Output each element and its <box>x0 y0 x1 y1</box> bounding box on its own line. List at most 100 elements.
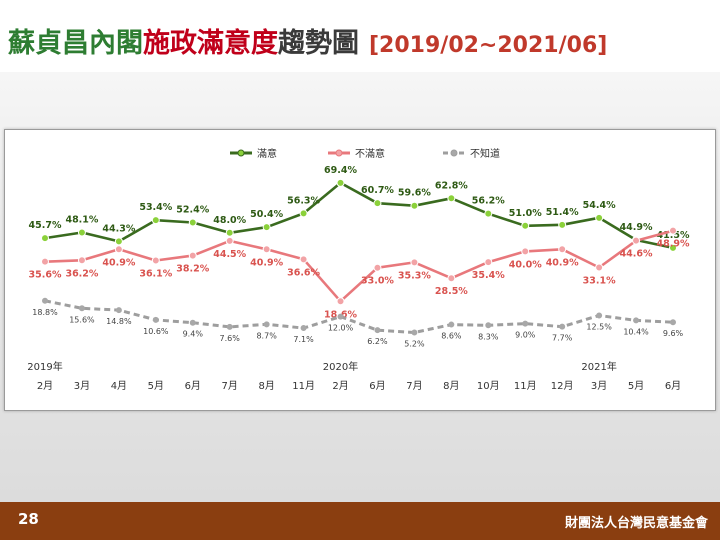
data-label-0-7: 56.3% <box>287 195 320 206</box>
data-label-2-10: 5.2% <box>404 339 425 348</box>
data-label-0-14: 51.4% <box>546 207 579 218</box>
chart-panel: 滿意 不滿意 不知道 45.7% 48.1% 44.3% 53.4% 52.4% 48.0% 50… <box>4 129 716 411</box>
data-point-1-16 <box>632 236 641 245</box>
data-label-0-2: 44.3% <box>102 223 135 234</box>
page-number: 28 <box>18 510 39 528</box>
x-tick-label-7: 11月 <box>292 380 315 392</box>
data-label-1-6: 40.9% <box>250 257 283 268</box>
title-part-cabinet: 蘇貞昌內閣 <box>8 28 143 59</box>
data-label-2-14: 7.7% <box>552 334 573 343</box>
data-point-2-13 <box>522 320 529 327</box>
data-point-0-1 <box>77 228 86 237</box>
data-label-0-10: 59.6% <box>398 188 431 199</box>
data-point-1-4 <box>188 251 197 260</box>
data-label-2-3: 10.6% <box>143 327 169 336</box>
x-tick-label-9: 6月 <box>369 380 385 392</box>
data-label-0-0: 45.7% <box>29 220 62 231</box>
data-label-1-12: 35.4% <box>472 270 505 281</box>
x-tick-label-5: 7月 <box>222 380 238 392</box>
data-label-0-4: 52.4% <box>176 205 209 216</box>
data-label-2-5: 7.6% <box>220 334 241 343</box>
data-point-2-17 <box>670 319 676 326</box>
x-tick-label-8: 2月 <box>332 380 348 392</box>
data-point-2-0 <box>42 297 48 304</box>
x-tick-label-6: 8月 <box>258 380 274 392</box>
data-point-1-11 <box>447 274 456 283</box>
data-label-2-15: 12.5% <box>586 322 612 331</box>
x-tick-label-12: 10月 <box>477 380 500 392</box>
data-point-0-8 <box>336 178 345 187</box>
data-point-1-15 <box>595 263 604 272</box>
data-point-2-6 <box>263 321 270 328</box>
year-label-0: 2019年 <box>27 360 62 373</box>
title-part-trend: 趨勢圖 <box>278 28 359 59</box>
data-point-0-6 <box>262 223 271 232</box>
data-label-2-0: 18.8% <box>32 308 58 317</box>
data-label-1-5: 44.5% <box>213 249 246 260</box>
data-label-0-9: 60.7% <box>361 185 394 196</box>
data-label-1-0: 35.6% <box>29 270 62 281</box>
x-tick-label-4: 6月 <box>185 380 201 392</box>
data-point-2-14 <box>559 323 566 330</box>
data-label-1-14: 40.9% <box>546 257 579 268</box>
data-point-2-4 <box>189 319 196 326</box>
x-tick-label-14: 12月 <box>551 380 574 392</box>
data-point-1-10 <box>410 258 419 267</box>
data-label-0-15: 54.4% <box>583 200 616 211</box>
data-point-1-12 <box>484 258 493 267</box>
data-point-1-7 <box>299 255 308 264</box>
data-label-2-7: 7.1% <box>293 335 314 344</box>
data-point-1-13 <box>521 247 530 256</box>
data-label-1-15: 33.1% <box>583 275 616 286</box>
data-label-2-17: 9.6% <box>663 329 684 338</box>
data-label-0-1: 48.1% <box>65 215 98 226</box>
legend-label-0: 滿意 <box>257 147 277 160</box>
data-point-0-3 <box>151 216 160 225</box>
data-point-2-12 <box>485 322 492 329</box>
data-point-2-10 <box>411 329 418 336</box>
data-label-2-4: 9.4% <box>183 330 204 339</box>
footer-bar: 28 財團法人台灣民意基金會 <box>0 502 720 540</box>
x-tick-label-11: 8月 <box>443 380 459 392</box>
data-point-0-12 <box>484 209 493 218</box>
data-point-0-2 <box>114 237 123 246</box>
x-tick-label-1: 3月 <box>74 380 90 392</box>
data-label-1-10: 35.3% <box>398 270 431 281</box>
title-part-satisfaction: 施政滿意度 <box>143 28 278 59</box>
data-label-0-11: 62.8% <box>435 180 468 191</box>
data-label-2-12: 8.3% <box>478 332 499 341</box>
year-label-2: 2021年 <box>581 360 616 373</box>
data-label-0-6: 50.4% <box>250 209 283 220</box>
data-label-1-16: 44.6% <box>620 249 653 260</box>
data-point-0-14 <box>558 220 567 229</box>
data-point-2-15 <box>596 312 603 319</box>
organization-name: 財團法人台灣民意基金會 <box>564 516 708 531</box>
x-tick-label-0: 2月 <box>37 380 53 392</box>
data-label-0-3: 53.4% <box>139 202 172 213</box>
year-label-1: 2020年 <box>323 360 358 373</box>
data-label-1-7: 36.6% <box>287 267 320 278</box>
data-label-0-13: 51.0% <box>509 208 542 219</box>
data-point-2-9 <box>374 327 381 334</box>
x-tick-label-17: 6月 <box>665 380 681 392</box>
data-label-0-8: 69.4% <box>324 165 357 176</box>
title-date-range: [2019/02~2021/06] <box>369 33 608 58</box>
data-label-1-13: 40.0% <box>509 259 542 270</box>
data-label-0-12: 56.2% <box>472 196 505 207</box>
data-label-2-1: 15.6% <box>69 315 95 324</box>
data-point-2-5 <box>226 323 233 330</box>
data-point-0-5 <box>225 228 234 237</box>
data-label-2-6: 8.7% <box>256 331 277 340</box>
data-point-2-3 <box>152 316 159 323</box>
data-point-0-4 <box>188 218 197 227</box>
data-label-2-8: 12.0% <box>328 324 354 333</box>
data-label-1-17: 48.9% <box>657 239 690 250</box>
data-label-2-16: 10.4% <box>623 327 649 336</box>
x-tick-label-10: 7月 <box>406 380 422 392</box>
series-line-1 <box>44 229 674 303</box>
data-point-0-7 <box>299 209 308 218</box>
data-label-1-11: 28.5% <box>435 286 468 297</box>
data-label-1-3: 36.1% <box>139 268 172 279</box>
data-label-2-13: 9.0% <box>515 331 536 340</box>
data-point-0-9 <box>373 199 382 208</box>
